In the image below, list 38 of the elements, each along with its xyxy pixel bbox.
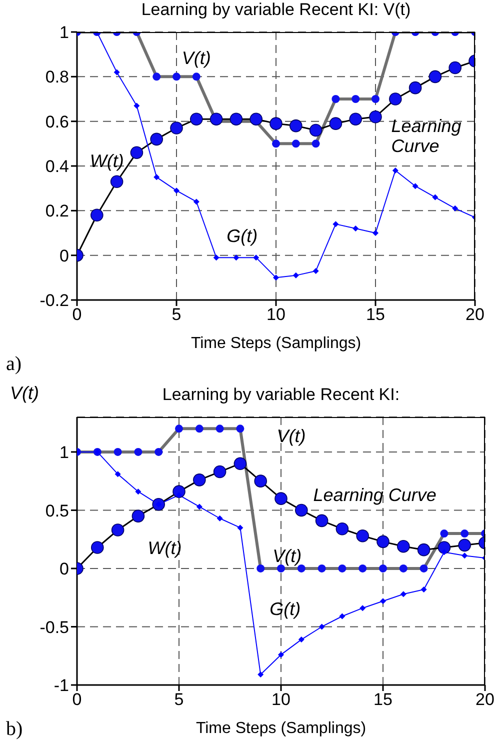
- x-axis-title: Time Steps (Samplings): [196, 720, 366, 737]
- x-tick-label: 20: [466, 305, 484, 324]
- series-label: G(t): [226, 226, 258, 248]
- x-tick-label: 5: [174, 690, 184, 710]
- x-tick-label: 10: [266, 305, 286, 324]
- series-label: V(t): [182, 48, 211, 69]
- x-tick-label: 15: [374, 690, 392, 710]
- y-tick-label: 0.8: [45, 68, 69, 87]
- annotation: Learning Curve: [312, 485, 438, 506]
- y-tick-label: 0.5: [45, 501, 69, 520]
- y-tick-label: 1: [60, 23, 69, 42]
- series-label: G(t): [270, 600, 301, 620]
- x-tick-label: 20: [476, 690, 494, 710]
- chart-title: Learning by variable Recent KI:: [161, 385, 401, 405]
- y-tick-label: 0: [60, 246, 69, 266]
- text: b): [6, 718, 23, 741]
- text: V(t): [276, 426, 306, 446]
- y-axis-title: V(t): [10, 383, 39, 404]
- chart-title: Learning by variable Recent KI: V(t): [140, 0, 412, 20]
- x-tick-label: 5: [172, 305, 182, 324]
- text: a): [6, 353, 22, 376]
- y-tick-label: 0: [60, 560, 69, 579]
- series-label: V(t): [272, 546, 302, 567]
- y-tick-label: 0.4: [45, 157, 69, 176]
- series-label: W(t): [148, 538, 182, 559]
- y-tick-label: 0.6: [45, 112, 69, 132]
- x-tick-label: 0: [72, 690, 82, 710]
- annotation: Learning Curve: [391, 116, 462, 157]
- y-tick-label: 0.2: [45, 202, 69, 221]
- y-tick-label: -0.2: [40, 291, 69, 310]
- x-tick-label: 0: [72, 305, 82, 324]
- x-tick-label: 10: [272, 690, 290, 710]
- y-tick-label: 1: [60, 442, 69, 462]
- y-tick-label: -1: [54, 676, 69, 696]
- y-tick-label: -0.5: [40, 618, 69, 637]
- x-axis-title: Time Steps (Samplings): [190, 335, 362, 352]
- series-label: W(t): [90, 150, 124, 172]
- x-tick-label: 15: [366, 305, 385, 324]
